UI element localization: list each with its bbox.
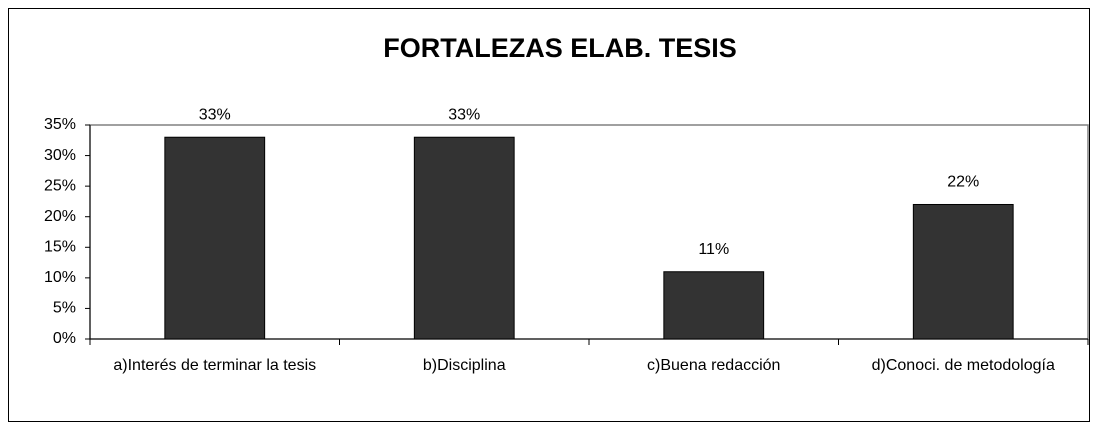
y-tick-label: 20% [44,208,76,225]
bar [164,136,266,340]
y-tick-label: 5% [53,300,76,317]
y-tick-label: 10% [44,269,76,286]
data-label: 33% [199,106,231,123]
chart-title: FORTALEZAS ELAB. TESIS [383,33,737,63]
bar [912,203,1014,340]
x-tick-label: b)Disciplina [422,357,506,374]
x-tick-label: a)Interés de terminar la tesis [113,357,317,374]
bar [413,136,515,340]
data-label: 33% [448,106,480,123]
y-tick-label: 35% [44,116,76,133]
y-tick-label: 25% [44,177,76,194]
x-tick-label-box: c)Buena redacción [647,357,781,374]
x-tick-label: d)Conoci. de metodología [871,357,1055,374]
y-tick-label: 0% [53,330,76,347]
y-tick-label: 30% [44,147,76,164]
x-tick-label-box: b)Disciplina [422,357,506,374]
bar [663,271,765,340]
y-tick-label: 15% [44,239,76,256]
data-label: 11% [698,241,729,258]
x-tick-label-box: d)Conoci. de metodología [871,357,1055,374]
data-label: 22% [947,174,979,191]
x-tick-label-box: a)Interés de terminar la tesis [113,357,317,374]
x-tick-label: c)Buena redacción [647,357,781,374]
